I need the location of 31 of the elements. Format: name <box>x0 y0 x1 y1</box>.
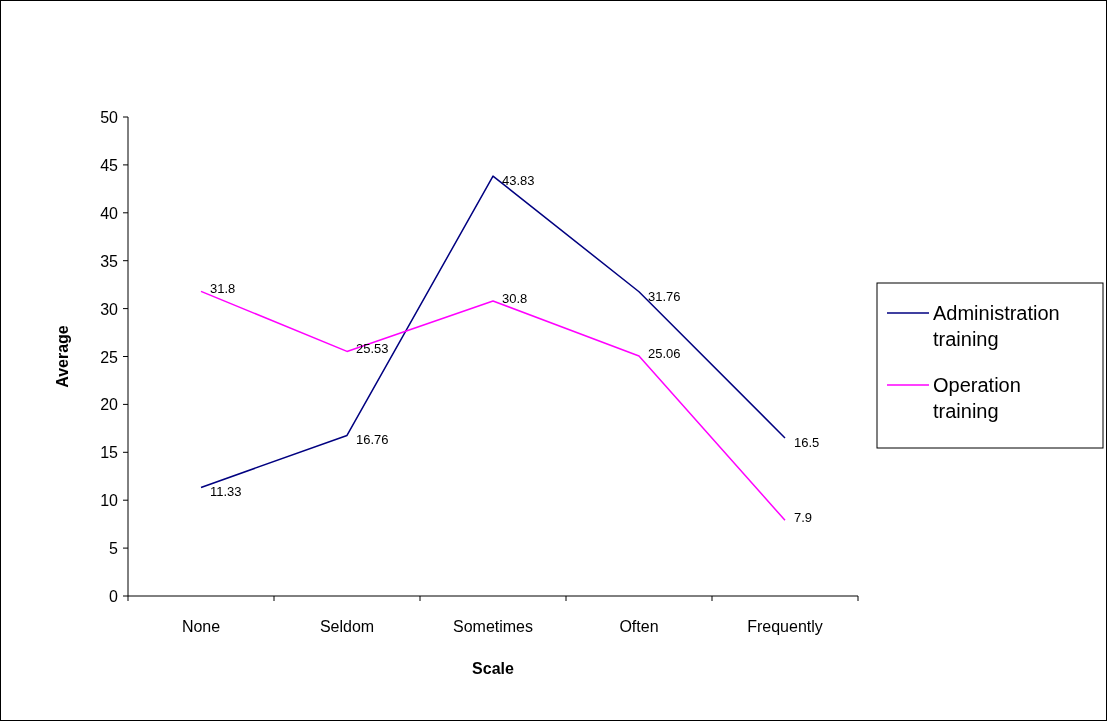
legend-label: Administration training <box>933 302 1060 350</box>
y-tick-label: 35 <box>100 252 119 270</box>
y-axis-title: Average <box>54 325 71 388</box>
line-series <box>200 175 786 489</box>
x-tick-label: Frequently <box>747 618 823 635</box>
data-label: 30.8 <box>502 290 528 306</box>
x-tick-label: None <box>181 618 221 635</box>
y-tick-label: 50 <box>100 109 119 126</box>
data-label: 31.76 <box>648 288 681 304</box>
data-label: 25.53 <box>356 341 389 357</box>
data-label: 11.33 <box>210 484 242 500</box>
y-tick-label: 40 <box>100 204 119 222</box>
legend-label: Operation training <box>933 374 1021 422</box>
y-tick-label: 15 <box>100 444 119 462</box>
y-tick-label: 25 <box>100 348 119 366</box>
data-label: 43.83 <box>502 173 535 189</box>
data-label: 31.8 <box>210 281 236 297</box>
data-label: 25.06 <box>648 345 681 361</box>
data-label: 16.76 <box>356 432 389 448</box>
y-tick-label: 5 <box>109 540 119 558</box>
y-tick-label: 10 <box>100 492 119 510</box>
y-tick-label: 20 <box>100 396 119 414</box>
x-tick-label: Sometimes <box>452 618 534 635</box>
y-tick-label: 45 <box>100 156 119 174</box>
x-tick-label: Seldom <box>319 618 375 635</box>
y-tick-label: 30 <box>100 300 119 318</box>
data-label: 7.9 <box>794 510 813 526</box>
x-axis-title: Scale <box>472 660 515 677</box>
y-tick-label: 0 <box>109 588 119 605</box>
x-tick-label: Often <box>619 618 659 635</box>
data-label: 16.5 <box>794 434 820 450</box>
